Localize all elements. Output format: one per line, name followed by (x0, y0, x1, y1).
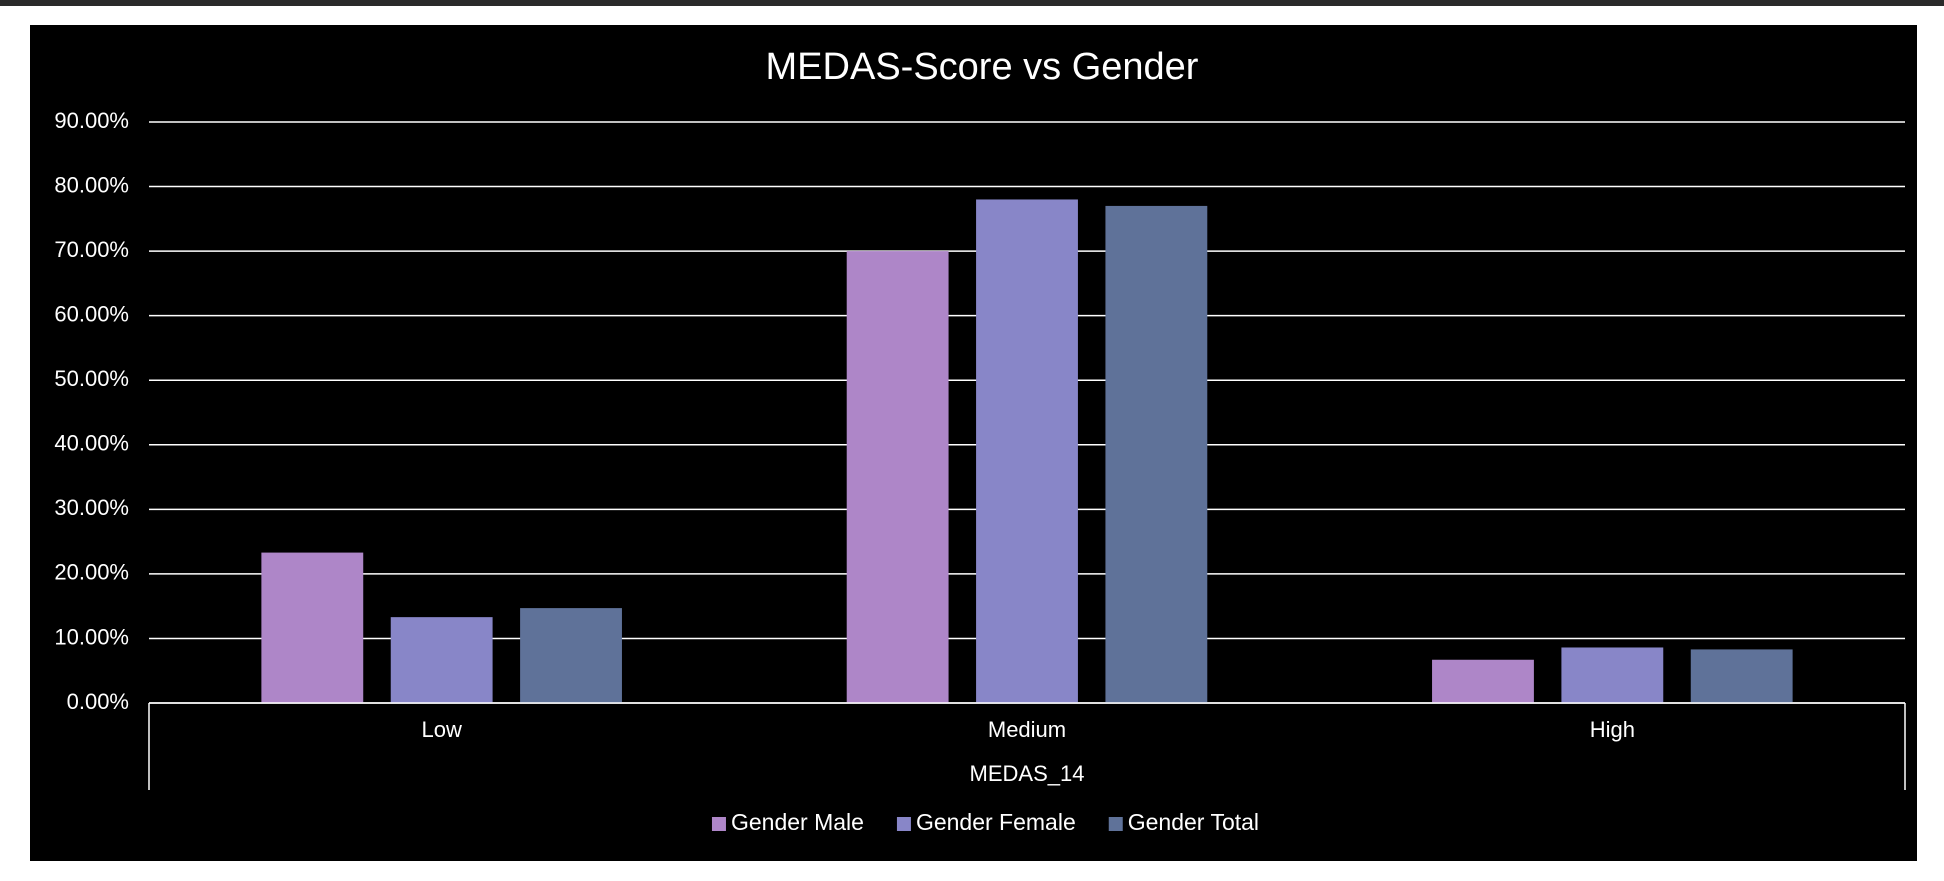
y-tick-label: 90.00% (54, 108, 129, 133)
y-tick-label: 50.00% (54, 366, 129, 391)
bar (1105, 205, 1208, 703)
bar (976, 199, 1078, 703)
bar (261, 552, 364, 703)
top-strip (0, 0, 1944, 6)
y-tick-label: 60.00% (54, 301, 129, 326)
chart-background (30, 25, 1917, 861)
bar (1561, 647, 1664, 703)
legend-label: Gender Female (916, 809, 1076, 835)
y-tick-label: 80.00% (54, 172, 129, 197)
bar (390, 617, 493, 703)
y-tick-label: 10.00% (54, 624, 129, 649)
legend-label: Gender Total (1128, 809, 1259, 835)
legend-swatch (1108, 817, 1123, 831)
y-tick-label: 70.00% (54, 237, 129, 262)
legend-swatch (711, 817, 726, 831)
x-tick-label: Medium (988, 717, 1066, 742)
bar (1432, 659, 1534, 703)
chart-title: MEDAS-Score vs Gender (766, 46, 1199, 88)
bar (520, 608, 622, 703)
y-tick-label: 40.00% (54, 431, 129, 456)
x-tick-label: High (1590, 717, 1635, 742)
y-tick-label: 30.00% (54, 495, 129, 520)
y-tick-label: 20.00% (54, 560, 129, 585)
legend-label: Gender Male (731, 809, 864, 835)
y-tick-label: 0.00% (67, 689, 129, 714)
bar (1690, 649, 1793, 703)
bar (846, 251, 949, 703)
legend-swatch (896, 817, 911, 831)
x-axis-label: MEDAS_14 (970, 761, 1085, 786)
x-tick-label: Low (421, 717, 461, 742)
